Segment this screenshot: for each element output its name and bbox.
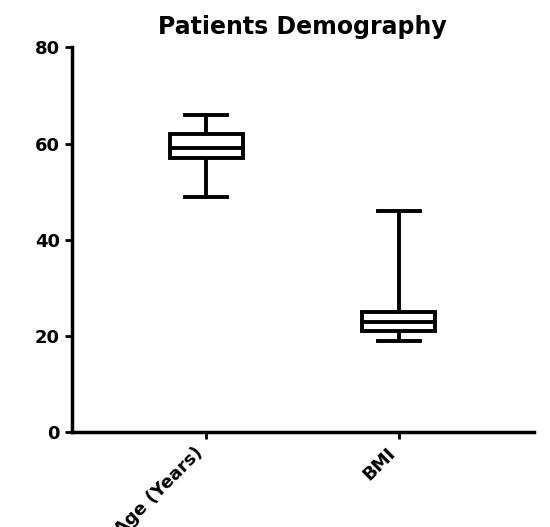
FancyBboxPatch shape: [362, 312, 435, 331]
Title: Patients Demography: Patients Demography: [158, 15, 447, 38]
FancyBboxPatch shape: [169, 134, 243, 158]
